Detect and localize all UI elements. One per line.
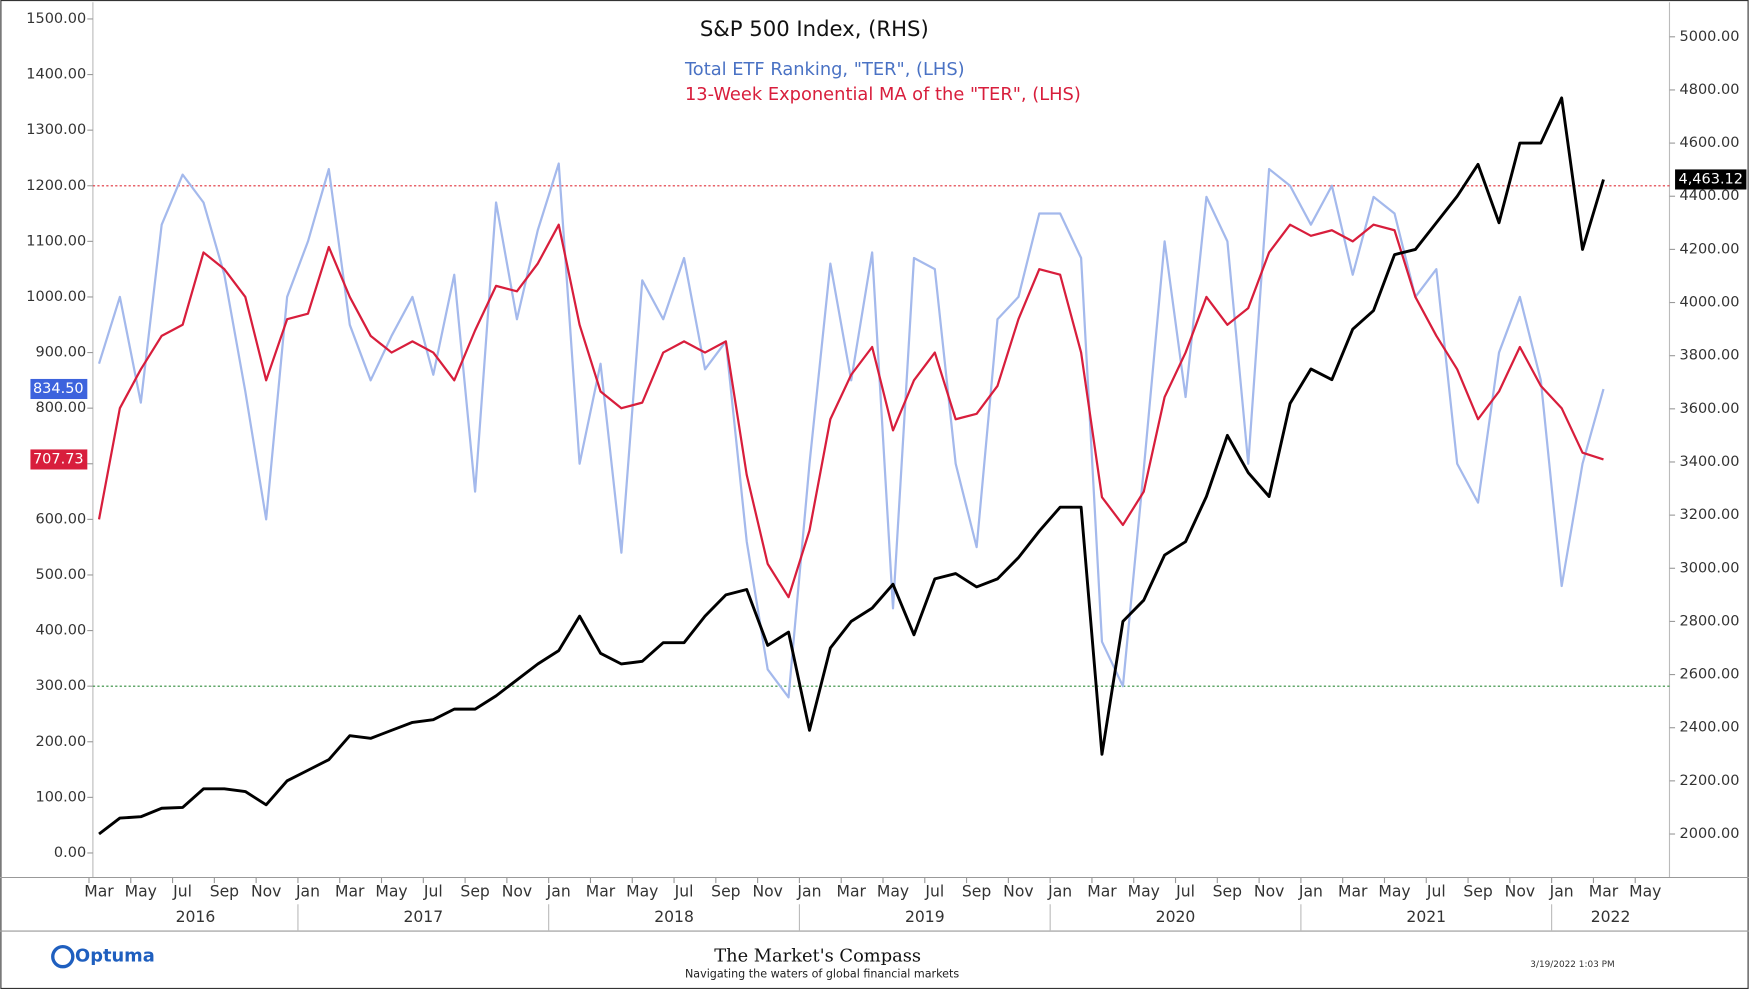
y-tick-label: 500.00 xyxy=(36,567,87,583)
y-tick-label: 200.00 xyxy=(36,734,87,750)
y-tick-label: 1100.00 xyxy=(26,233,86,249)
year-label: 2020 xyxy=(1156,908,1196,926)
x-tick-label: May xyxy=(626,882,658,900)
x-tick-label: Jan xyxy=(796,882,821,900)
legend: Total ETF Ranking, "TER", (LHS) 13-Week E… xyxy=(684,16,1081,105)
x-tick-label: Jul xyxy=(674,882,694,900)
x-tick-label: Mar xyxy=(1338,882,1368,900)
year-label: 2022 xyxy=(1591,908,1631,926)
x-tick-label: Sep xyxy=(1463,882,1492,900)
x-tick-label: Nov xyxy=(752,882,782,900)
value-tag-label: 707.73 xyxy=(33,451,84,467)
year-label: 2017 xyxy=(403,908,443,926)
value-tag xyxy=(1675,169,1747,190)
series-line xyxy=(98,96,1605,836)
x-tick-label: Nov xyxy=(251,882,281,900)
y-tick-label: 100.00 xyxy=(36,789,87,805)
x-tick-label: Mar xyxy=(837,882,867,900)
x-tick-label: May xyxy=(877,882,909,900)
timestamp: 3/19/2022 1:03 PM xyxy=(1530,960,1614,970)
x-tick-label: May xyxy=(1629,882,1661,900)
year-label: 2016 xyxy=(176,908,216,926)
x-tick-label: Sep xyxy=(460,882,489,900)
y-tick-label: 400.00 xyxy=(36,623,87,639)
y-tick-label: 800.00 xyxy=(36,400,87,416)
y2-tick-label: 4400.00 xyxy=(1680,188,1740,204)
y2-tick-label: 5000.00 xyxy=(1680,29,1740,45)
legend-entry: 13-Week Exponential MA of the "TER", (LH… xyxy=(685,84,1081,105)
y2-tick-label: 2800.00 xyxy=(1680,613,1740,629)
y-tick-label: 0.00 xyxy=(54,845,86,861)
x-tick-label: Nov xyxy=(1003,882,1033,900)
x-tick-label: May xyxy=(1128,882,1160,900)
x-tick-label: Mar xyxy=(1589,882,1619,900)
y2-tick-label: 4200.00 xyxy=(1680,241,1740,257)
y2-tick-label: 3000.00 xyxy=(1680,560,1740,576)
y-tick-label: 1200.00 xyxy=(26,178,86,194)
y-tick-label: 1400.00 xyxy=(26,67,86,83)
year-label: 2019 xyxy=(905,908,945,926)
x-tick-label: Sep xyxy=(711,882,740,900)
x-tick-label: Nov xyxy=(1254,882,1284,900)
x-tick-label: Jul xyxy=(924,882,944,900)
tagline: Navigating the waters of global financia… xyxy=(685,968,959,981)
x-tick-label: Jan xyxy=(295,882,320,900)
x-tick-label: Sep xyxy=(962,882,991,900)
x-tick-label: Sep xyxy=(210,882,239,900)
value-tag xyxy=(30,449,88,470)
x-tick-label: Jan xyxy=(546,882,571,900)
y-tick-label: 900.00 xyxy=(36,345,87,361)
x-tick-label: Jul xyxy=(1426,882,1446,900)
x-tick-label: Mar xyxy=(1087,882,1117,900)
x-tick-label: Nov xyxy=(502,882,532,900)
year-label: 2021 xyxy=(1406,908,1446,926)
brand: The Market's Compass xyxy=(714,946,921,967)
y-tick-label: 1500.00 xyxy=(26,11,86,27)
y2-tick-label: 2600.00 xyxy=(1680,667,1740,683)
x-tick-label: Jan xyxy=(1298,882,1323,900)
series-line xyxy=(97,223,1604,599)
x-tick-label: Sep xyxy=(1213,882,1242,900)
y2-tick-label: 3400.00 xyxy=(1680,454,1740,470)
plot-area xyxy=(92,96,1670,836)
x-tick-label: Jul xyxy=(172,882,192,900)
x-tick-label: Jan xyxy=(1549,882,1574,900)
x-tick-label: Nov xyxy=(1505,882,1535,900)
logo: Optuma xyxy=(75,946,155,967)
x-tick-label: May xyxy=(125,882,157,900)
x-tick-label: May xyxy=(375,882,407,900)
y2-tick-label: 3600.00 xyxy=(1680,401,1740,417)
x-tick-label: Mar xyxy=(586,882,616,900)
logo-icon xyxy=(51,944,75,969)
y-tick-label: 1000.00 xyxy=(26,289,86,305)
x-tick-label: Jan xyxy=(1047,882,1072,900)
y2-tick-label: 2000.00 xyxy=(1680,826,1740,842)
x-tick-label: Jul xyxy=(423,882,443,900)
footer: Optuma The Market's Compass Navigating t… xyxy=(51,944,1615,981)
y2-tick-label: 4600.00 xyxy=(1680,135,1740,151)
year-label: 2018 xyxy=(654,908,694,926)
value-tag-label: 4,463.12 xyxy=(1678,171,1743,187)
legend-entry: Total ETF Ranking, "TER", (LHS) xyxy=(684,59,965,80)
value-tag xyxy=(30,378,88,400)
value-tag-label: 834.50 xyxy=(33,381,84,397)
y2-tick-label: 4800.00 xyxy=(1680,82,1740,98)
series-line xyxy=(97,162,1605,699)
y2-tick-label: 2200.00 xyxy=(1680,773,1740,789)
x-tick-label: Jul xyxy=(1175,882,1195,900)
y2-tick-label: 3800.00 xyxy=(1680,348,1740,364)
y-tick-label: 300.00 xyxy=(36,678,87,694)
legend-entry: S&P 500 Index, (RHS) xyxy=(700,16,929,41)
x-tick-label: Mar xyxy=(335,882,365,900)
x-tick-label: May xyxy=(1378,882,1410,900)
y-tick-label: 600.00 xyxy=(36,511,87,527)
y-tick-label: 1300.00 xyxy=(26,122,86,138)
y2-tick-label: 2400.00 xyxy=(1680,720,1740,736)
y2-tick-label: 4000.00 xyxy=(1680,295,1740,311)
x-tick-label: Mar xyxy=(84,882,114,900)
y2-tick-label: 3200.00 xyxy=(1680,507,1740,523)
